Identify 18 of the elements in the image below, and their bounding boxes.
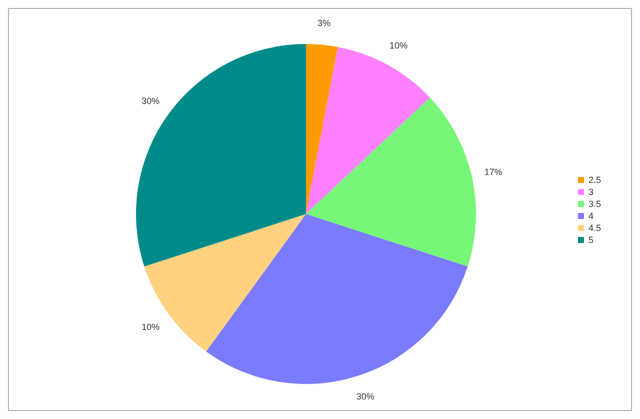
legend-label: 4.5 (588, 222, 601, 232)
data-label: 10% (389, 40, 408, 51)
data-label: 3% (318, 18, 331, 28)
data-label: 30% (356, 392, 374, 402)
pie-slice (306, 47, 430, 214)
legend-label: 3.5 (588, 198, 601, 208)
pie-slice (206, 214, 468, 384)
data-label: 30% (142, 96, 160, 106)
pie-slice (306, 98, 476, 267)
pie-slice (144, 214, 306, 352)
legend-label: 4 (588, 210, 594, 220)
legend-label: 3 (588, 186, 594, 196)
pie-slice (306, 44, 338, 214)
data-label: 17% (484, 167, 502, 178)
data-label: 10% (142, 322, 160, 332)
legend-label: 5 (588, 234, 594, 244)
pie-slice (136, 44, 306, 267)
legend-label: 2.5 (588, 174, 601, 184)
